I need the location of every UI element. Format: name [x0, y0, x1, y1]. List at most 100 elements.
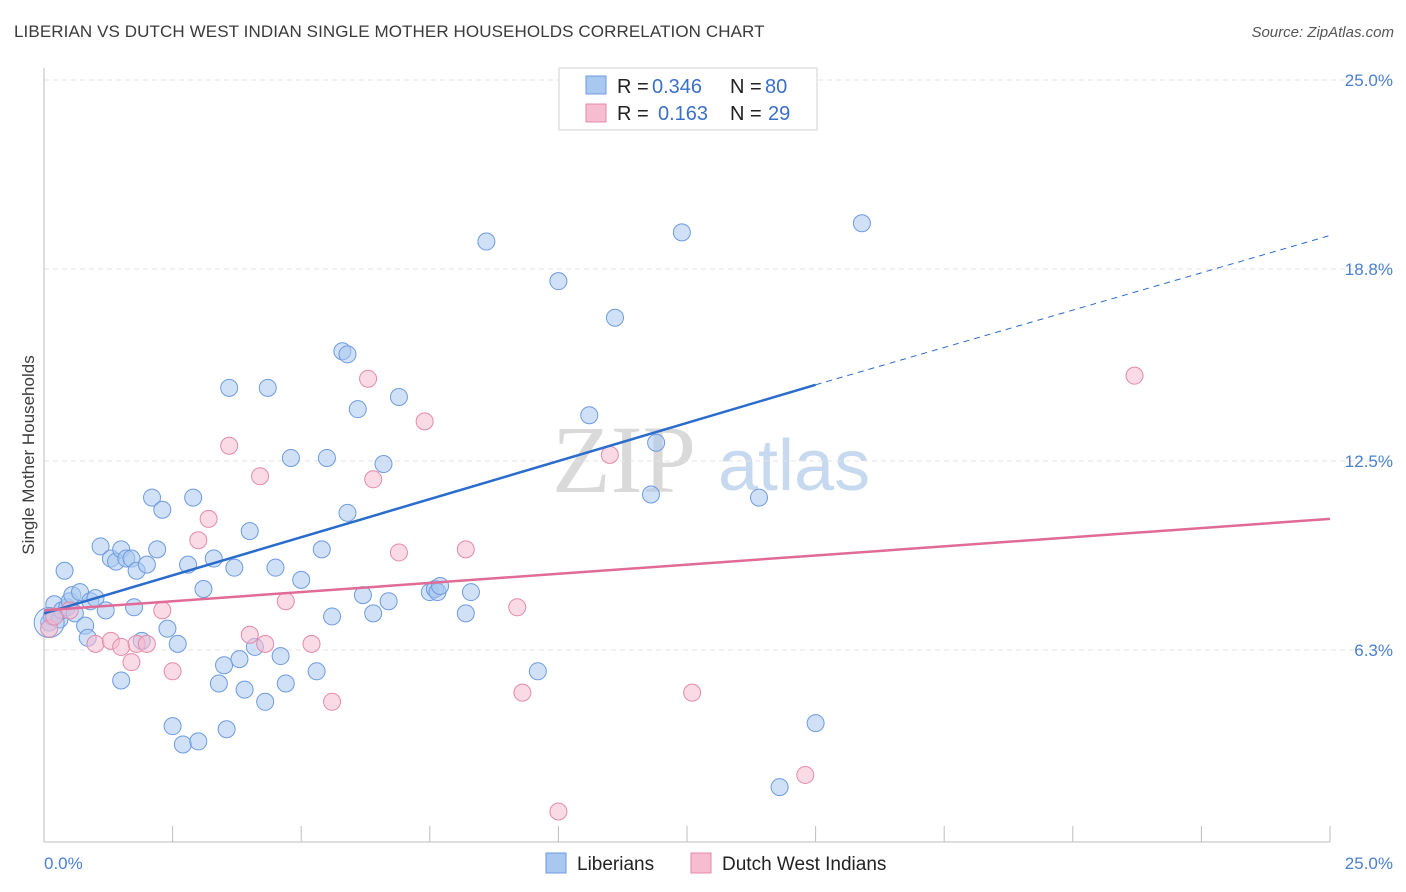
- dutch-west-indian-point: [251, 467, 270, 486]
- liberian-point: [338, 503, 357, 522]
- liberian-point: [215, 656, 234, 675]
- grid-lines: [44, 79, 1393, 651]
- watermark-atlas: atlas: [718, 426, 870, 506]
- x-axis-ticks: [43, 826, 1331, 842]
- dutch-west-indian-point: [796, 765, 815, 784]
- liberian-point: [266, 558, 285, 577]
- legend-n-label-dutch: N =: [730, 103, 762, 125]
- liberian-point: [641, 485, 660, 504]
- liberian-point: [389, 387, 408, 406]
- liberian-point: [143, 488, 162, 507]
- liberian-point: [230, 650, 249, 669]
- legend-n-value-dutch: 29: [768, 103, 790, 125]
- dutch-west-indian-point: [256, 634, 275, 653]
- watermark-zip: ZIP: [552, 406, 696, 513]
- dutch-west-indian-point: [137, 634, 156, 653]
- liberian-point: [168, 634, 187, 653]
- liberian-point: [163, 717, 182, 736]
- liberian-point: [256, 692, 275, 711]
- liberian-point: [374, 455, 393, 474]
- liberian-point: [91, 537, 110, 556]
- liberian-point: [770, 778, 789, 797]
- dutch-west-indian-point: [456, 540, 475, 559]
- y-axis-label: Single Mother Households: [19, 355, 38, 554]
- dutch-west-indian-point: [513, 683, 532, 702]
- dutch-trend-line: [43, 517, 1331, 612]
- legend-r-value-dutch: 0.163: [658, 103, 708, 125]
- bottom-legend-swatch-dutch: [690, 852, 712, 874]
- y-tick-label: 6.3%: [1354, 641, 1393, 660]
- dutch-west-indian-point: [508, 598, 527, 617]
- liberian-point: [137, 555, 156, 574]
- bottom-legend-label-liberians: Liberians: [577, 854, 654, 875]
- liberian-point: [217, 720, 236, 739]
- liberian-point: [189, 732, 208, 751]
- liberian-point: [456, 604, 475, 623]
- liberian-point: [158, 619, 177, 638]
- liberian-point: [580, 406, 599, 425]
- dutch-west-indian-point: [199, 509, 218, 528]
- y-tick-label: 25.0%: [1345, 71, 1393, 90]
- liberian-point: [209, 674, 228, 693]
- dutch-west-indian-point: [163, 662, 182, 681]
- dutch-west-indian-point: [389, 543, 408, 562]
- dutch-west-indian-point: [683, 683, 702, 702]
- dutch-west-indian-point: [600, 445, 619, 464]
- bottom-legend-label-dutch: Dutch West Indians: [722, 854, 886, 875]
- legend-r-value-liberians: 0.346: [652, 76, 702, 98]
- dutch-west-indian-point: [276, 592, 295, 611]
- liberian-point: [750, 488, 769, 507]
- liberian-point: [258, 378, 277, 397]
- liberian-point: [317, 448, 336, 467]
- liberian-point: [312, 540, 331, 559]
- liberian-point: [647, 433, 666, 452]
- liberian-point: [528, 662, 547, 681]
- liberian-point: [235, 680, 254, 699]
- liberian-point: [323, 607, 342, 626]
- dutch-west-indian-point: [302, 634, 321, 653]
- liberian-point: [364, 604, 383, 623]
- dutch-west-indian-point: [415, 412, 434, 431]
- legend-n-label-liberians: N =: [730, 76, 762, 98]
- dutch-west-indian-point: [220, 436, 239, 455]
- liberian-point: [194, 580, 213, 599]
- source-credit: Source: ZipAtlas.com: [1251, 24, 1394, 41]
- correlation-legend: R = 0.346 N = 80 R = 0.163 N = 29: [558, 67, 818, 131]
- dutch-west-indian-point: [549, 802, 568, 821]
- y-axis-tick-labels: 6.3% 12.5% 18.8% 25.0%: [1345, 71, 1393, 660]
- liberian-point: [55, 561, 74, 580]
- y-tick-label: 18.8%: [1345, 260, 1393, 279]
- liberian-point: [173, 735, 192, 754]
- dutch-west-indian-point: [1125, 366, 1144, 385]
- series-legend: Liberians Dutch West Indians: [545, 852, 886, 875]
- dutch-west-indian-point: [323, 692, 342, 711]
- dutch-west-indian-point: [359, 369, 378, 388]
- liberian-point: [112, 671, 131, 690]
- liberian-point: [852, 214, 871, 233]
- trend-lines: [43, 234, 1331, 615]
- liberians-trend-extension: [815, 234, 1331, 386]
- dutch-west-indian-point: [153, 601, 172, 620]
- liberian-point: [281, 448, 300, 467]
- liberian-point: [431, 576, 450, 595]
- liberian-point: [148, 540, 167, 559]
- legend-r-label-dutch: R =: [617, 103, 649, 125]
- dutch-west-indian-point: [86, 634, 105, 653]
- legend-swatch-liberians: [585, 75, 607, 95]
- liberian-point: [605, 308, 624, 327]
- liberian-point: [806, 714, 825, 733]
- liberian-point: [184, 488, 203, 507]
- liberian-point: [220, 378, 239, 397]
- bottom-legend-swatch-liberians: [545, 852, 567, 874]
- liberian-point: [225, 558, 244, 577]
- liberian-point: [153, 500, 172, 519]
- liberian-point: [240, 522, 259, 541]
- dutch-west-indian-point: [112, 637, 131, 656]
- liberian-point: [379, 592, 398, 611]
- dutch-west-indian-point: [122, 653, 141, 672]
- liberian-point: [271, 647, 290, 666]
- liberians-trend-line: [43, 383, 816, 615]
- legend-r-label-liberians: R =: [617, 76, 649, 98]
- legend-n-value-liberians: 80: [765, 76, 787, 98]
